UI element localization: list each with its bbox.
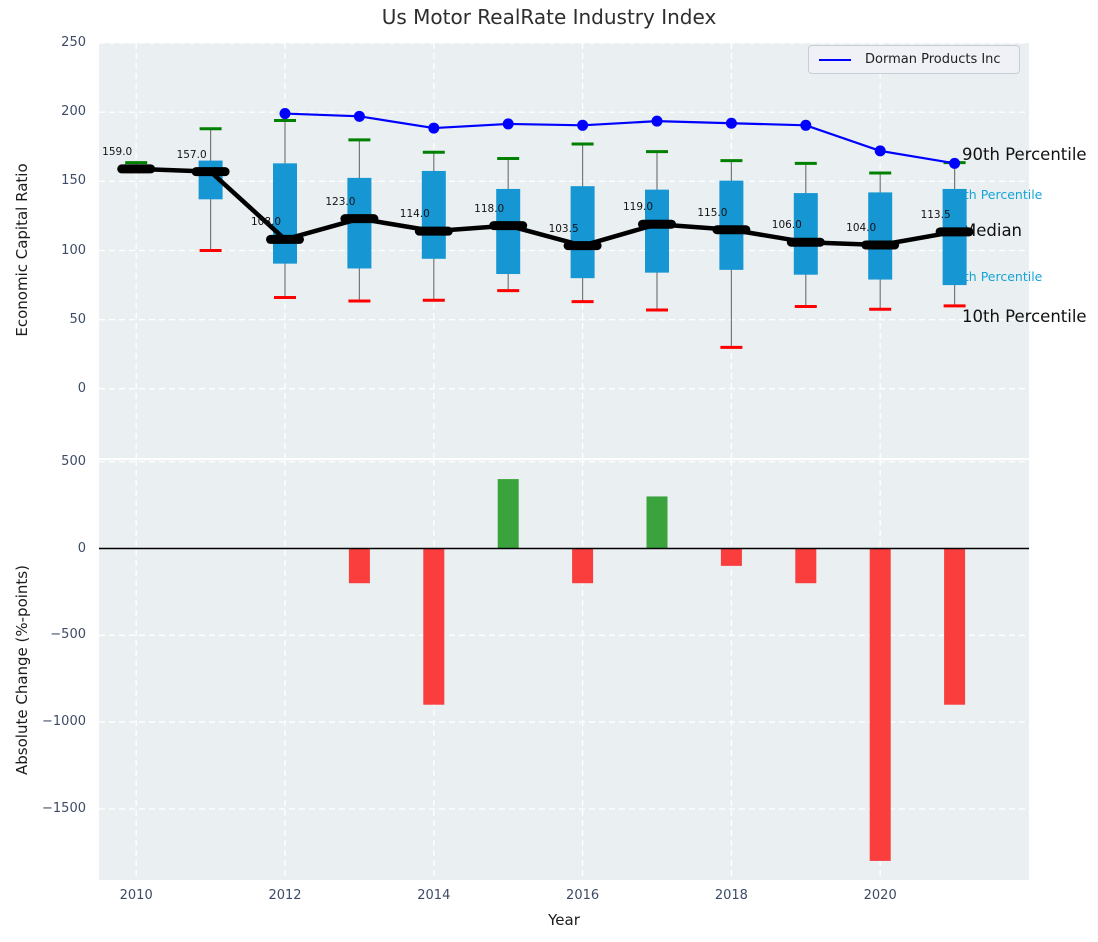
data-marks-layer — [99, 108, 1029, 861]
dorman-point — [874, 145, 886, 157]
median-marker — [340, 214, 379, 224]
bar-negative — [720, 548, 742, 566]
median-marker — [414, 226, 453, 236]
chart-title: Us Motor RealRate Industry Index — [381, 5, 717, 29]
percentile-box — [645, 189, 669, 273]
percentile-box — [421, 170, 446, 259]
median-marker — [712, 225, 751, 235]
bar-negative — [869, 548, 891, 861]
median-marker — [638, 219, 676, 229]
annotation-10th-percentile: 10th Percentile — [962, 307, 1087, 326]
percentile-box — [496, 188, 521, 275]
median-marker — [117, 164, 156, 174]
median-marker — [935, 227, 974, 237]
legend: Dorman Products Inc — [808, 45, 1020, 74]
annotation-75th-percentile: 75th Percentile — [948, 187, 1043, 202]
median-marker — [786, 237, 825, 247]
dorman-point — [502, 118, 514, 130]
median-marker — [861, 240, 900, 250]
median-marker — [563, 241, 602, 251]
bottom-y-axis-label: Absolute Change (%-points) — [13, 565, 31, 775]
dorman-point — [577, 119, 589, 131]
dorman-point — [428, 122, 440, 134]
median-marker — [191, 167, 230, 177]
bar-positive — [646, 496, 668, 549]
dorman-line — [284, 112, 955, 165]
legend-line-sample — [819, 58, 851, 61]
dorman-point — [353, 110, 365, 122]
dorman-point — [279, 108, 291, 120]
bar-negative — [572, 548, 594, 584]
x-axis-label: Year — [548, 911, 580, 929]
bar-negative — [795, 548, 817, 584]
annotation-median: Median — [962, 221, 1022, 240]
annotation-90th-percentile: 90th Percentile — [962, 145, 1087, 164]
percentile-box — [273, 163, 297, 264]
top-y-axis-label: Economic Capital Ratio — [13, 163, 31, 337]
bar-negative — [348, 548, 370, 584]
percentile-annotation-layer: 90th Percentile 75th Percentile Median 2… — [948, 145, 1087, 326]
legend-label: Dorman Products Inc — [865, 52, 1001, 67]
percentile-box — [868, 192, 893, 280]
median-marker — [266, 234, 304, 244]
percentile-box — [570, 186, 595, 279]
percentile-box — [942, 188, 967, 286]
dorman-point — [651, 115, 663, 127]
bar-positive — [497, 479, 519, 549]
dorman-point — [725, 117, 737, 129]
dorman-point — [800, 119, 812, 131]
median-marker — [489, 221, 528, 231]
percentile-box — [793, 193, 818, 275]
bar-negative — [423, 548, 445, 705]
dorman-point — [949, 157, 961, 169]
bar-negative — [944, 548, 966, 705]
annotation-25th-percentile: 25th Percentile — [948, 269, 1043, 284]
